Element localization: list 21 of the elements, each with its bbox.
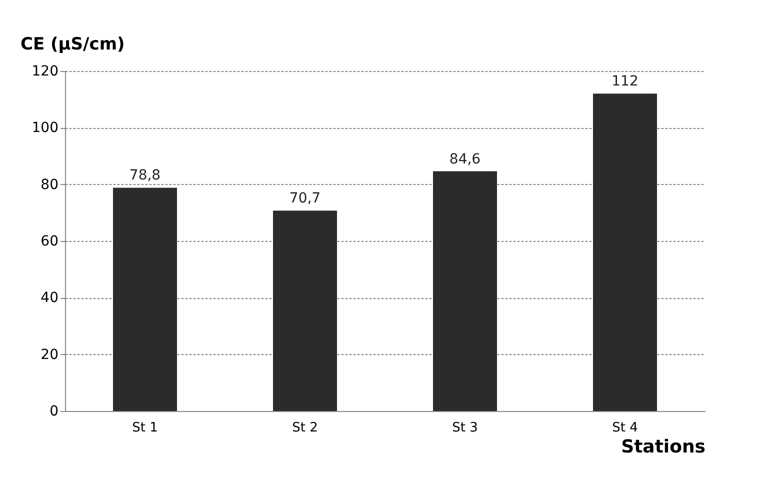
x-tick-label: St 4 [612, 420, 638, 436]
y-tick-label: 40 [40, 290, 58, 306]
y-tick-label: 0 [50, 404, 58, 420]
x-tick-label: St 3 [452, 420, 478, 436]
bar [433, 171, 497, 411]
data-label: 78,8 [129, 168, 161, 184]
bar [593, 94, 657, 411]
y-tick-label: 100 [32, 120, 58, 136]
data-label: 84,6 [449, 151, 481, 168]
x-tick-label: St 1 [132, 420, 158, 436]
bar [113, 188, 177, 411]
y-tick-label: 20 [40, 346, 58, 363]
y-tick-label: 80 [40, 176, 58, 193]
y-tick-label: 60 [40, 234, 58, 250]
y-tick-label: 120 [32, 64, 58, 80]
y-axis-title: CE (µS/cm) [20, 34, 125, 54]
data-label: 70,7 [289, 190, 321, 207]
x-axis-title: Stations [621, 436, 706, 458]
bar [273, 210, 337, 411]
x-tick-label: St 2 [292, 420, 318, 436]
data-label: 112 [612, 74, 638, 90]
